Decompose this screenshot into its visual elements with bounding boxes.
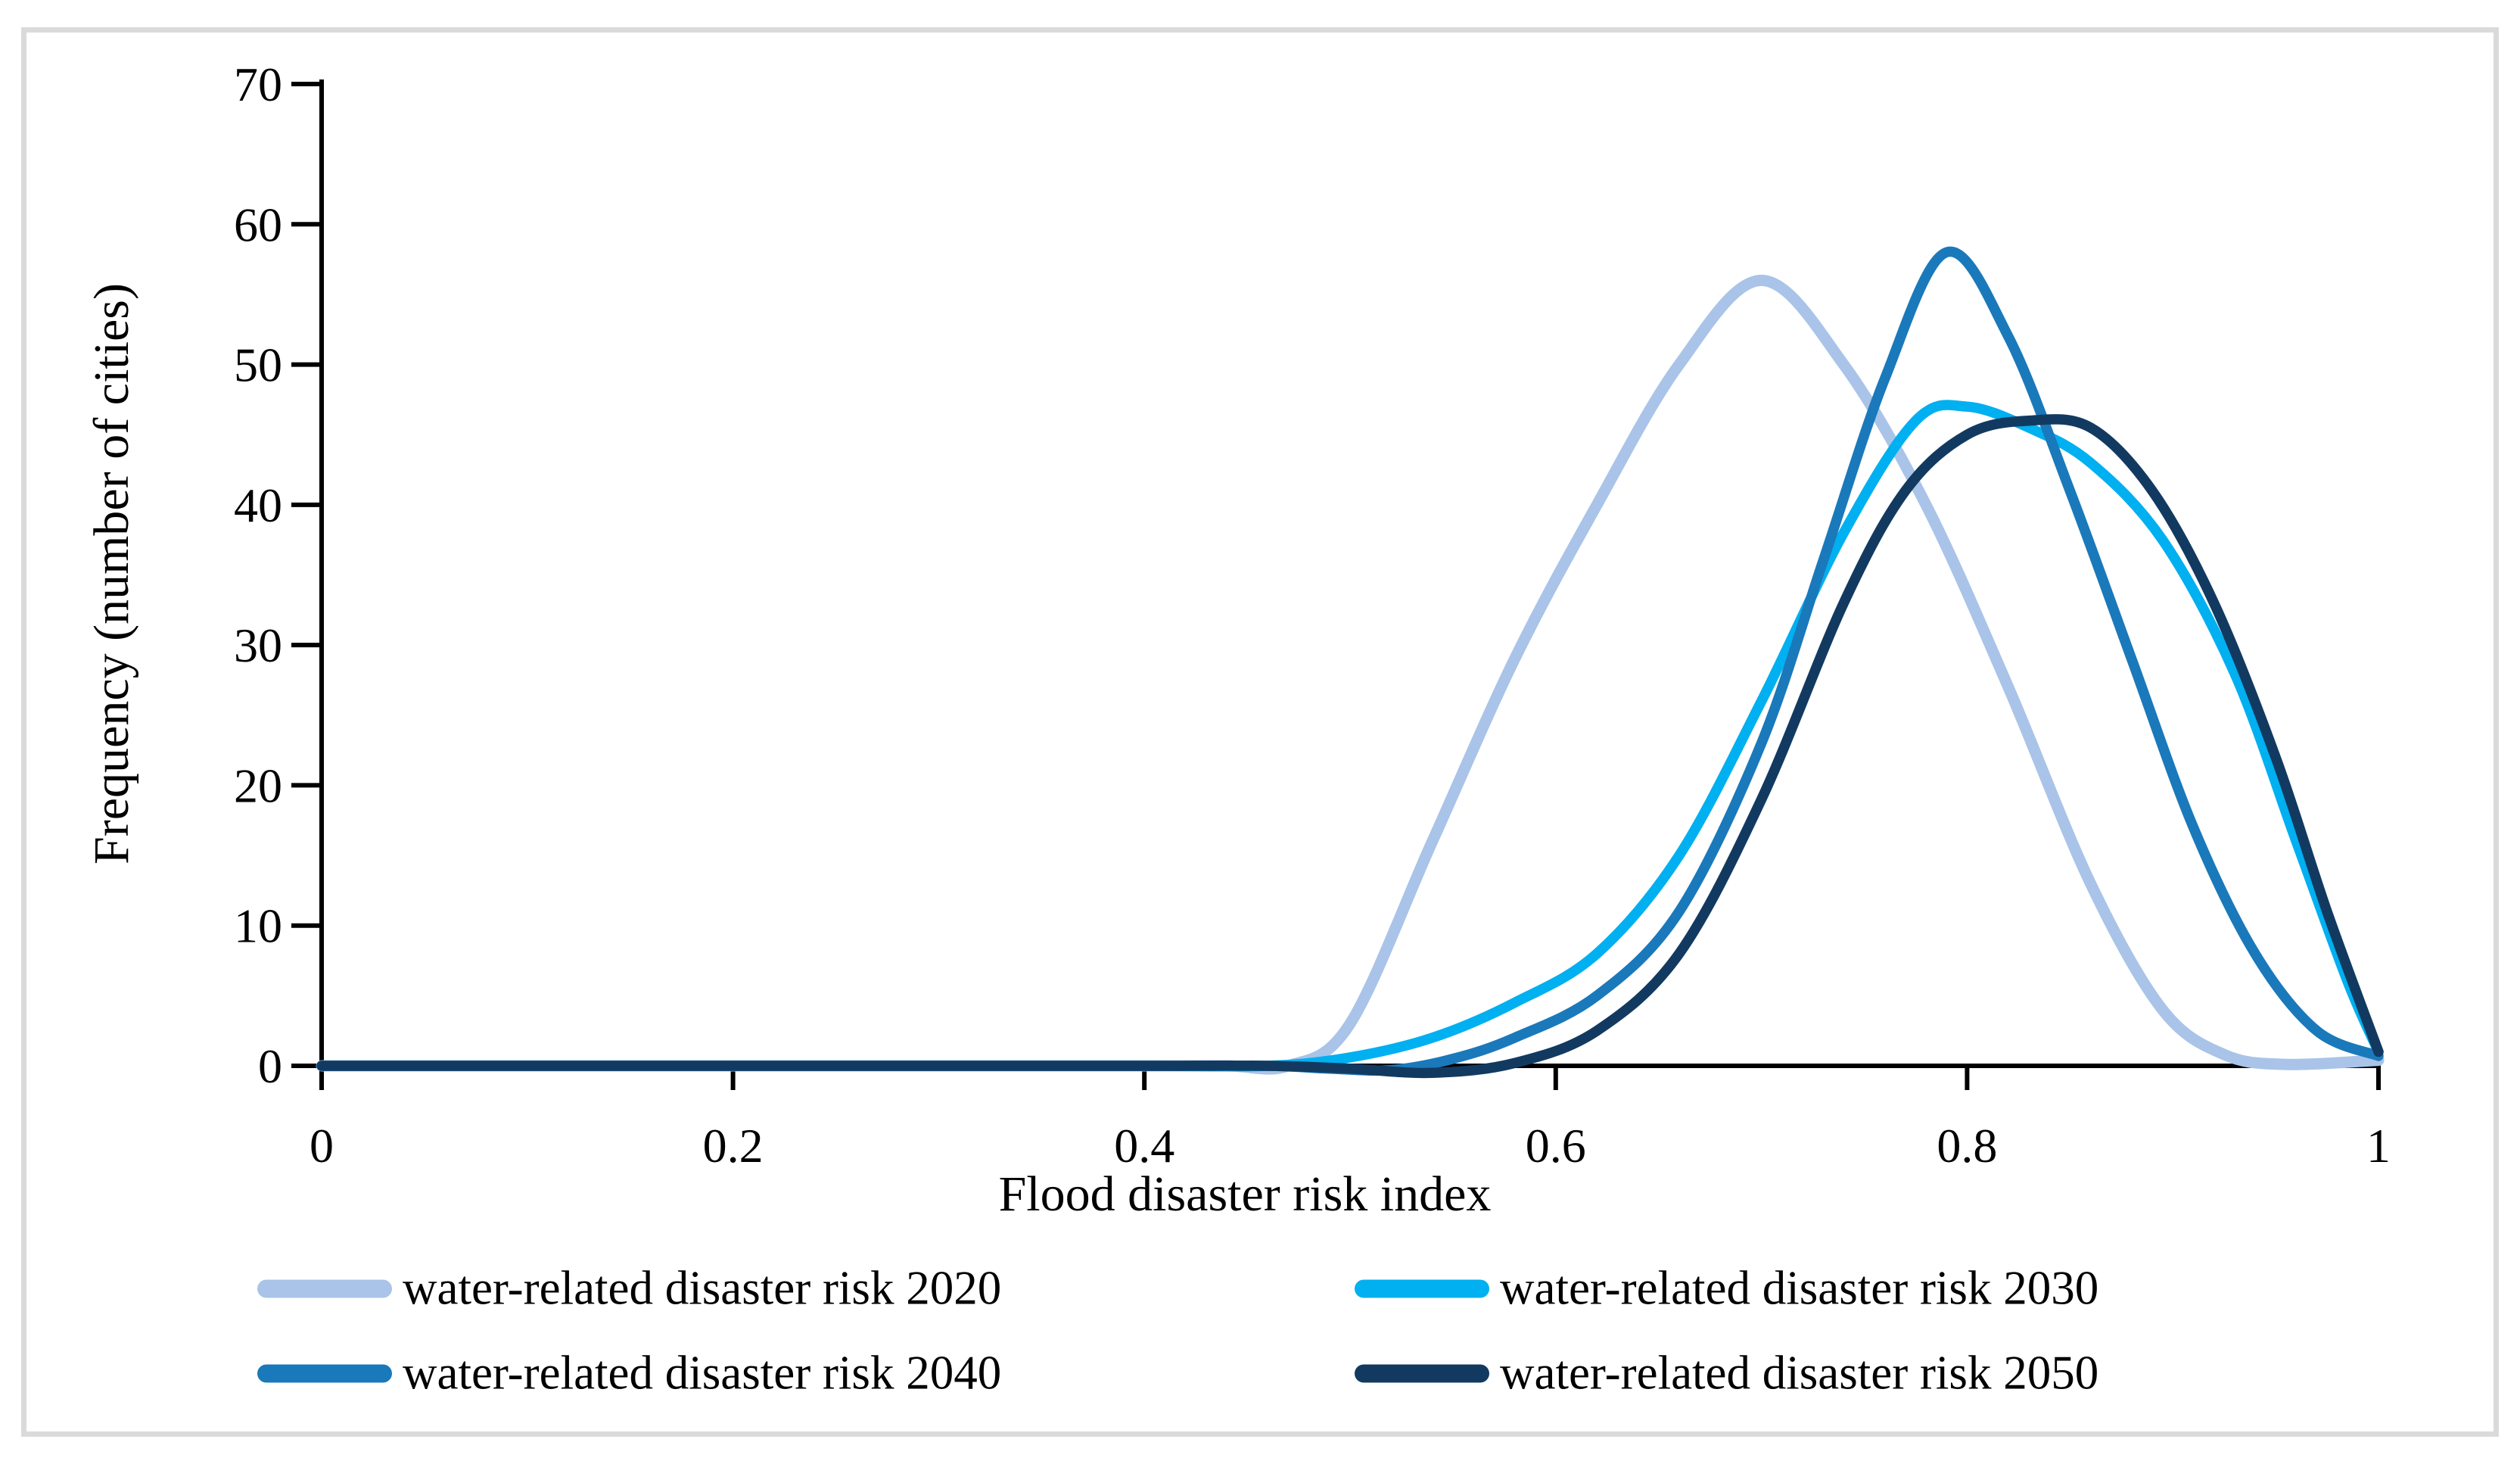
legend-item-2020: water-related disaster risk 2020 xyxy=(257,1261,1001,1316)
y-tick-label: 0 xyxy=(258,1039,282,1093)
legend-label-2040: water-related disaster risk 2040 xyxy=(403,1346,1002,1400)
y-tick-label: 50 xyxy=(234,338,282,392)
legend-item-2050: water-related disaster risk 2050 xyxy=(1355,1346,2098,1401)
x-tick-label: 0.4 xyxy=(1114,1119,1174,1173)
legend-item-2030: water-related disaster risk 2030 xyxy=(1355,1261,2098,1316)
legend-label-2030: water-related disaster risk 2030 xyxy=(1500,1261,2099,1315)
x-tick-label: 0.6 xyxy=(1526,1119,1586,1173)
series-line-2050 xyxy=(316,414,2384,1079)
y-tick-label: 10 xyxy=(234,899,282,953)
legend-label-2050: water-related disaster risk 2050 xyxy=(1500,1346,2099,1400)
y-tick-label: 20 xyxy=(234,758,282,812)
y-tick-label: 40 xyxy=(234,478,282,532)
x-tick-label: 0.2 xyxy=(703,1119,764,1173)
legend-label-2020: water-related disaster risk 2020 xyxy=(403,1261,1002,1315)
y-tick-label: 60 xyxy=(234,198,282,251)
y-tick-label: 70 xyxy=(234,58,282,111)
legend-swatch-2020 xyxy=(257,1279,392,1297)
x-axis-title: Flood disaster risk index xyxy=(998,1167,1492,1222)
x-tick-label: 1 xyxy=(2366,1119,2391,1173)
legend-swatch-2030 xyxy=(1355,1279,1489,1297)
series-line-2020 xyxy=(316,274,2385,1075)
x-tick-label: 0.8 xyxy=(1937,1119,1997,1173)
series-line-2040 xyxy=(316,246,2384,1076)
y-axis-title: Frequency (number of cities) xyxy=(84,283,139,864)
legend-swatch-2040 xyxy=(257,1364,392,1382)
x-tick-label: 0 xyxy=(310,1119,334,1173)
y-tick-label: 30 xyxy=(234,618,282,672)
legend-item-2040: water-related disaster risk 2040 xyxy=(257,1346,1001,1401)
chart-frame xyxy=(21,27,2499,1437)
legend-swatch-2050 xyxy=(1355,1364,1489,1382)
